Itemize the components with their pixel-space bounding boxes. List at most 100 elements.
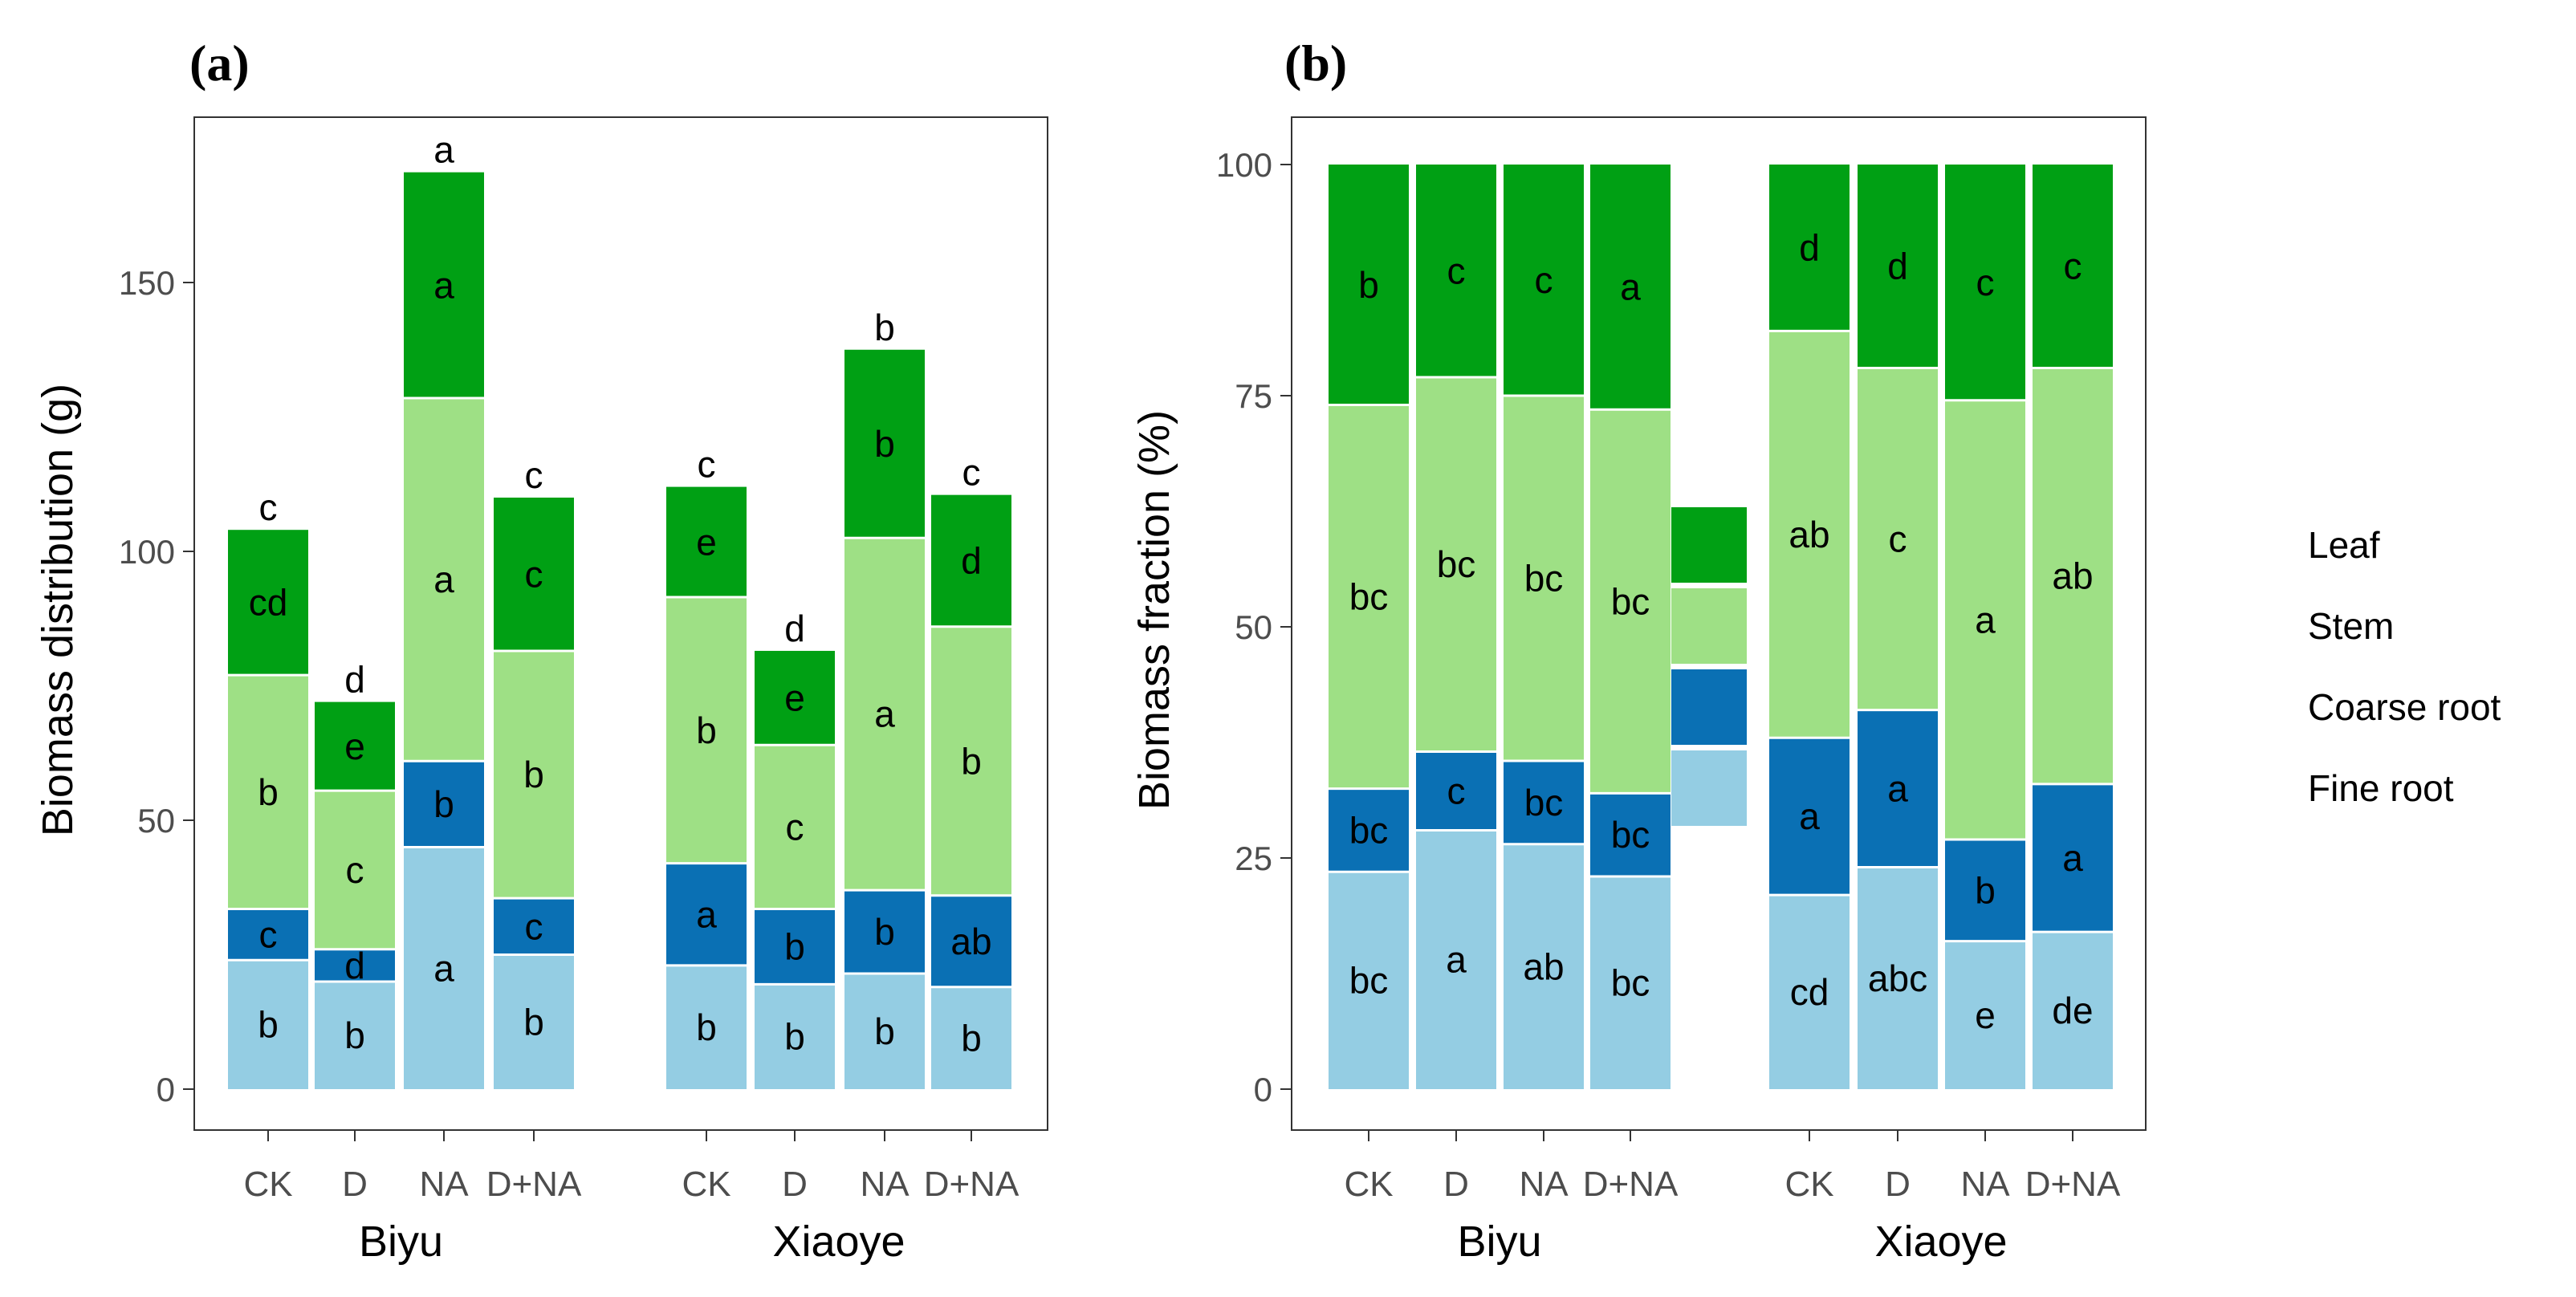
bar-a-biyu-ck-fine-root: [228, 960, 308, 1089]
segment-letter-a: b: [696, 1006, 717, 1048]
segment-letter-a: b: [433, 783, 454, 825]
segment-letter-a: b: [874, 1010, 895, 1052]
segment-letter-a: b: [258, 771, 279, 813]
bar-a-biyu-dplusna-stem: [494, 650, 574, 899]
segment-letter-b: d: [1799, 227, 1820, 269]
segment-letter-b: e: [1975, 994, 1996, 1036]
bar-b-biyu-dplusna-leaf: [1590, 165, 1671, 410]
x-tick-label-a: D: [342, 1165, 368, 1204]
bar-a-biyu-d-leaf: [315, 701, 395, 791]
segment-letter-b: bc: [1524, 782, 1564, 823]
segment-letter-a: b: [258, 1004, 279, 1046]
bar-b-xiaoye-ck-stem: [1769, 331, 1850, 738]
y-tick-label-b-1: 25: [1235, 840, 1272, 877]
group-label-b-0: Biyu: [1457, 1218, 1541, 1266]
segment-letter-b: a: [1975, 599, 1996, 640]
segment-letter-a: b: [523, 1001, 544, 1043]
bar-a-biyu-dplusna-coarse-root: [494, 898, 574, 955]
bar-b-xiaoye-dplusna-stem: [2033, 368, 2113, 784]
legend-swatch-coarse-root: [1671, 669, 1747, 745]
segment-letter-a: a: [433, 264, 454, 306]
bar-b-xiaoye-na-leaf: [1945, 165, 2025, 400]
legend-label-fine-root: Fine root: [2308, 767, 2454, 809]
bar-b-xiaoye-ck-fine-root: [1769, 895, 1850, 1089]
bar-a-xiaoye-ck-stem: [666, 596, 747, 864]
x-tick-label-a: D+NA: [924, 1165, 1019, 1204]
segment-letter-a: ab: [950, 921, 991, 962]
x-tick-label-b: CK: [1344, 1165, 1393, 1204]
segment-letter-b: de: [2052, 990, 2093, 1031]
bar-b-biyu-na-fine-root: [1504, 844, 1584, 1089]
bar-b-biyu-na-leaf: [1504, 165, 1584, 396]
segment-letter-a: b: [784, 1016, 805, 1058]
y-tick-label-a-3: 150: [119, 264, 175, 302]
total-letter-a: d: [784, 608, 805, 649]
bar-b-xiaoye-d-coarse-root: [1858, 709, 1938, 868]
x-tick-label-a: D: [782, 1165, 808, 1204]
segment-letter-b: c: [1447, 770, 1466, 811]
bar-b-biyu-ck-coarse-root: [1329, 788, 1409, 872]
x-tick-label-b: CK: [1784, 1165, 1833, 1204]
segment-letter-b: ab: [1789, 514, 1829, 555]
segment-letter-a: c: [346, 849, 364, 891]
y-tick-label-a-2: 100: [119, 533, 175, 571]
bar-a-xiaoye-dplusna-fine-root: [931, 986, 1011, 1089]
bar-a-biyu-ck-stem: [228, 675, 308, 909]
segment-letter-a: a: [433, 559, 454, 600]
bar-a-biyu-dplusna-fine-root: [494, 954, 574, 1089]
segment-letter-b: a: [1620, 266, 1641, 308]
panel-label-a: (a): [189, 35, 250, 91]
segment-letter-a: e: [696, 521, 717, 563]
segment-letter-a: b: [344, 1014, 365, 1056]
y-tick-label-b-3: 75: [1235, 377, 1272, 415]
bar-b-biyu-d-coarse-root: [1416, 751, 1496, 831]
total-letter-a: c: [698, 444, 716, 486]
segment-letter-b: b: [1358, 264, 1379, 306]
bar-b-xiaoye-ck-coarse-root: [1769, 738, 1850, 896]
segment-letter-b: cd: [1790, 971, 1829, 1013]
plot-frame-b: [1291, 116, 2147, 1131]
segment-letter-b: c: [2064, 246, 2082, 287]
bar-b-biyu-d-leaf: [1416, 165, 1496, 377]
segment-letter-b: b: [1975, 869, 1996, 911]
segment-letter-a: c: [525, 553, 543, 595]
bar-a-biyu-na-coarse-root: [404, 761, 484, 848]
y-tick-label-a-0: 0: [157, 1071, 175, 1108]
total-letter-a: c: [259, 486, 278, 528]
bar-b-xiaoye-na-stem: [1945, 400, 2025, 840]
segment-letter-a: e: [784, 677, 805, 719]
segment-letter-a: c: [259, 913, 278, 955]
y-tick-label-b-0: 0: [1254, 1071, 1272, 1108]
segment-letter-a: b: [523, 754, 544, 795]
bar-b-xiaoye-na-fine-root: [1945, 941, 2025, 1089]
segment-letter-b: ab: [1523, 945, 1564, 987]
total-letter-a: c: [962, 452, 981, 494]
bar-b-xiaoye-dplusna-leaf: [2033, 165, 2113, 368]
plot-frame-a: [193, 116, 1048, 1131]
bar-a-biyu-na-leaf: [404, 172, 484, 399]
y-tick-label-b-2: 50: [1235, 608, 1272, 646]
segment-letter-b: bc: [1349, 809, 1389, 851]
segment-letter-a: a: [696, 893, 717, 935]
x-tick-label-a: D+NA: [486, 1165, 582, 1204]
bar-a-biyu-ck-leaf: [228, 530, 308, 676]
x-tick-label-b: D+NA: [2025, 1165, 2121, 1204]
segment-letter-b: a: [1446, 939, 1467, 981]
segment-letter-a: c: [786, 806, 804, 848]
bar-a-xiaoye-dplusna-leaf: [931, 494, 1011, 627]
legend-swatch-fine-root: [1671, 750, 1747, 826]
legend: Leaf Stem Coarse root Fine root: [1671, 507, 2501, 826]
segment-letter-b: bc: [1524, 558, 1564, 600]
bar-a-biyu-d-fine-root: [315, 982, 395, 1089]
bar-a-biyu-ck-coarse-root: [228, 909, 308, 961]
segment-letter-b: bc: [1611, 580, 1650, 622]
segment-letter-b: bc: [1349, 576, 1389, 618]
bar-b-biyu-na-coarse-root: [1504, 761, 1584, 844]
y-tick-label-a-1: 50: [137, 802, 175, 840]
bar-a-xiaoye-dplusna-coarse-root: [931, 895, 1011, 987]
segment-letter-a: d: [961, 540, 982, 582]
x-tick-label-b: D: [1885, 1165, 1911, 1204]
